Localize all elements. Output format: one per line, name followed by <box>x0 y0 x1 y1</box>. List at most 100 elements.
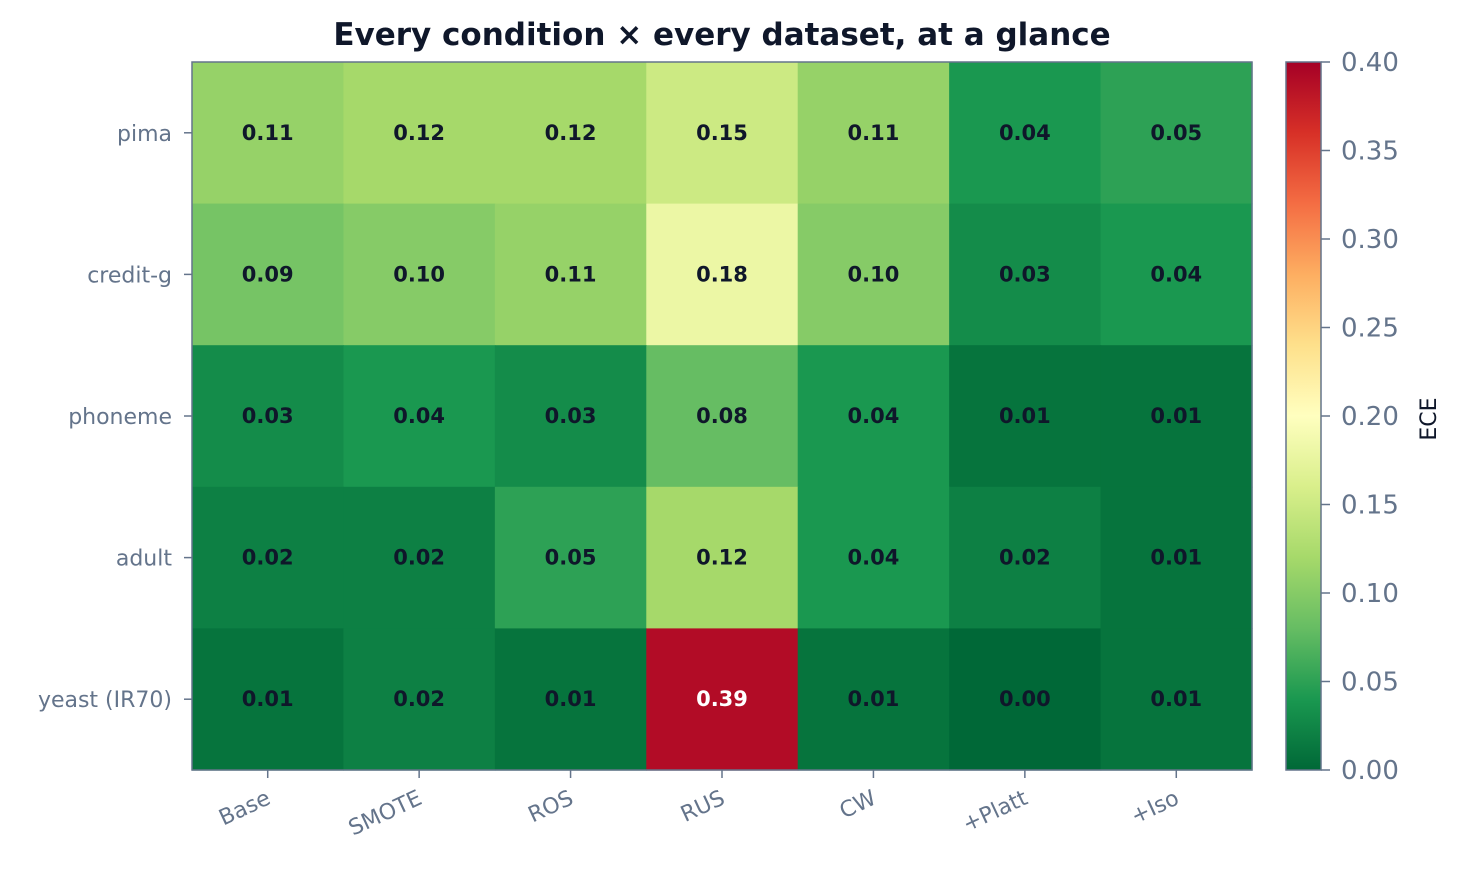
row-label: pima <box>117 122 172 147</box>
cell-value-label: 0.11 <box>545 262 597 286</box>
cell-value-label: 0.01 <box>848 687 900 711</box>
heatmap-cell <box>343 62 496 205</box>
cell-value-label: 0.12 <box>545 121 597 145</box>
cell-value-label: 0.05 <box>545 546 597 570</box>
heatmap-cell <box>192 62 345 205</box>
heatmap-cell-labels: 0.11 0.12 0.12 0.15 0.11 0.04 0.05 0.09 0.10 0.11… <box>242 121 1202 711</box>
cell-value-label: 0.04 <box>848 546 900 570</box>
heatmap-cell <box>494 345 647 488</box>
cell-value-label: 0.01 <box>1150 546 1202 570</box>
cell-value-label: 0.01 <box>1150 404 1202 428</box>
heatmap-cell <box>343 628 496 771</box>
cell-value-label: 0.01 <box>242 687 294 711</box>
heatmap-cell <box>949 628 1102 771</box>
colorbar-tick-label: 0.20 <box>1341 402 1399 432</box>
heatmap-cell <box>1100 62 1253 205</box>
heatmap-cell <box>797 345 950 488</box>
colorbar-tick-label: 0.10 <box>1341 579 1399 609</box>
colorbar-tick-label: 0.15 <box>1341 491 1399 521</box>
heatmap-cell <box>192 203 345 346</box>
cell-value-label: 0.09 <box>242 262 294 286</box>
colorbar-tick-label: 0.40 <box>1341 48 1399 78</box>
heatmap-cell <box>494 628 647 771</box>
heatmap-cells <box>192 62 1253 771</box>
colorbar-tick-label: 0.25 <box>1341 314 1399 344</box>
cell-value-label: 0.04 <box>999 121 1051 145</box>
cell-value-label: 0.12 <box>393 121 445 145</box>
heatmap-cell <box>494 203 647 346</box>
heatmap-cell <box>1100 628 1253 771</box>
column-label: CW <box>836 786 880 824</box>
heatmap-cell <box>949 203 1102 346</box>
cell-value-label: 0.04 <box>848 404 900 428</box>
cell-value-label: 0.01 <box>1150 687 1202 711</box>
cell-value-label: 0.39 <box>696 687 748 711</box>
heatmap-cell <box>343 486 496 629</box>
column-label: RUS <box>677 786 729 828</box>
chart-title: Every condition × every dataset, at a gl… <box>333 17 1110 53</box>
column-label: +Platt <box>959 786 1032 838</box>
cell-value-label: 0.10 <box>848 262 900 286</box>
cell-value-label: 0.12 <box>696 546 748 570</box>
heatmap-cell <box>949 62 1102 205</box>
cell-value-label: 0.01 <box>545 687 597 711</box>
heatmap-cell <box>192 628 345 771</box>
heatmap-cell <box>343 203 496 346</box>
column-label: +Iso <box>1127 786 1183 830</box>
colorbar-ticks: 0.00 0.05 0.10 0.15 0.20 0.25 0.30 0.35 0.40 <box>1321 48 1399 786</box>
cell-value-label: 0.03 <box>545 404 597 428</box>
heatmap-cell <box>1100 203 1253 346</box>
heatmap-cell <box>646 345 799 488</box>
colorbar-tick-label: 0.00 <box>1341 756 1399 786</box>
heatmap-cell <box>1100 486 1253 629</box>
colorbar-tick-label: 0.35 <box>1341 137 1399 167</box>
cell-value-label: 0.02 <box>393 687 445 711</box>
column-label: ROS <box>525 786 578 828</box>
heatmap-cell <box>646 628 799 771</box>
heatmap-cell <box>646 486 799 629</box>
cell-value-label: 0.08 <box>696 404 748 428</box>
heatmap-cell <box>192 345 345 488</box>
cell-value-label: 0.05 <box>1150 121 1202 145</box>
colorbar-label: ECE <box>1417 397 1442 440</box>
cell-value-label: 0.03 <box>242 404 294 428</box>
cell-value-label: 0.01 <box>999 404 1051 428</box>
heatmap-cell <box>949 345 1102 488</box>
cell-value-label: 0.04 <box>393 404 445 428</box>
cell-value-label: 0.11 <box>242 121 294 145</box>
colorbar: 0.00 0.05 0.10 0.15 0.20 0.25 0.30 0.35 0.40 ECE <box>1285 48 1442 786</box>
heatmap-cell <box>797 203 950 346</box>
heatmap-cell <box>494 486 647 629</box>
heatmap-cell <box>797 62 950 205</box>
heatmap-cell <box>797 486 950 629</box>
heatmap-cell <box>192 486 345 629</box>
cell-value-label: 0.15 <box>696 121 748 145</box>
cell-value-label: 0.03 <box>999 262 1051 286</box>
heatmap-cell <box>949 486 1102 629</box>
heatmap-cell <box>1100 345 1253 488</box>
heatmap-cell <box>797 628 950 771</box>
colorbar-tick-label: 0.30 <box>1341 225 1399 255</box>
colorbar-tick-label: 0.05 <box>1341 668 1399 698</box>
cell-value-label: 0.02 <box>999 546 1051 570</box>
column-labels: Base SMOTE ROS RUS CW +Platt +Iso <box>215 770 1183 841</box>
row-label: adult <box>116 547 173 572</box>
cell-value-label: 0.04 <box>1150 262 1202 286</box>
cell-value-label: 0.11 <box>848 121 900 145</box>
heatmap-cell <box>343 345 496 488</box>
cell-value-label: 0.02 <box>242 546 294 570</box>
column-label: SMOTE <box>345 786 426 841</box>
heatmap-cell <box>646 62 799 205</box>
cell-value-label: 0.02 <box>393 546 445 570</box>
cell-value-label: 0.10 <box>393 262 445 286</box>
row-label: phoneme <box>68 405 172 430</box>
row-labels: pima credit-g phoneme adult yeast (IR70) <box>38 122 192 713</box>
heatmap-cell <box>494 62 647 205</box>
cell-value-label: 0.00 <box>999 687 1051 711</box>
column-label: Base <box>215 786 274 831</box>
colorbar-gradient <box>1285 61 1322 771</box>
row-label: yeast (IR70) <box>38 688 172 713</box>
row-label: credit-g <box>87 263 172 288</box>
heatmap-cell <box>646 203 799 346</box>
